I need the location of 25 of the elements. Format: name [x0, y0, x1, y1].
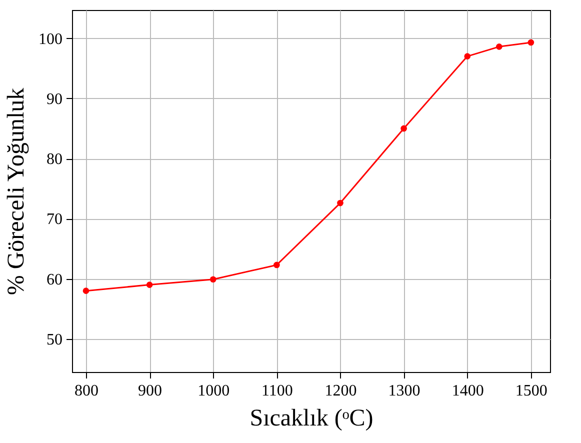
point	[464, 53, 471, 60]
y-tick-label: 70	[46, 211, 62, 228]
x-tick-label: 1000	[198, 382, 230, 400]
x-tick-label: 1500	[515, 382, 548, 400]
point	[496, 44, 502, 50]
x-tick-label: 900	[138, 382, 162, 400]
point	[274, 262, 280, 268]
y-tick-label: 50	[46, 331, 62, 348]
point	[82, 288, 90, 294]
point	[400, 125, 407, 132]
y-tick-label: 60	[46, 271, 62, 288]
point	[146, 282, 153, 288]
y-axis-title: % Göreceli Yoğunluk	[4, 88, 30, 296]
point	[337, 200, 344, 206]
point	[528, 39, 534, 46]
x-tick-label: 800	[74, 382, 98, 400]
x-tick-label: 1400	[452, 382, 484, 400]
y-tick-label: 80	[46, 151, 62, 168]
point	[210, 276, 216, 283]
x-axis-title: Sıcaklık (ᵒC)	[250, 406, 374, 432]
x-tick-label: 1300	[388, 382, 420, 400]
x-tick-label: 1200	[324, 382, 357, 400]
x-tick-label: 1100	[261, 382, 293, 400]
y-tick-label: 90	[46, 90, 62, 108]
y-tick-label: 100	[38, 30, 62, 48]
